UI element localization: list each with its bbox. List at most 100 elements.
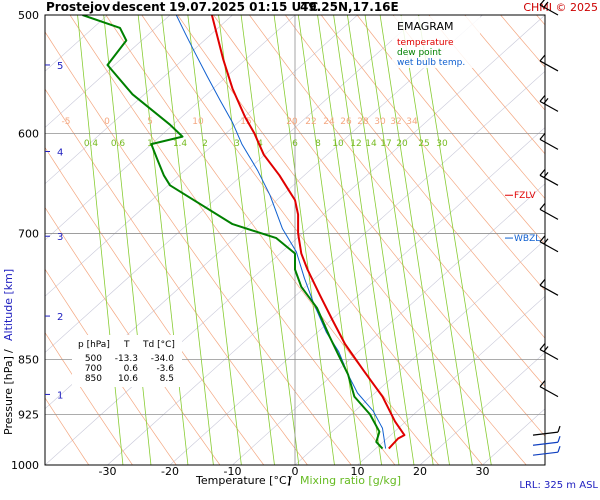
- wind-barb-feather: [543, 171, 549, 178]
- skew-isotherm-label: 0: [104, 117, 110, 127]
- temperature-tick-label: 30: [476, 465, 490, 478]
- altitude-tick-label: 5: [57, 61, 63, 72]
- mixing-ratio-label: 25: [418, 139, 429, 149]
- wind-barb: [539, 94, 559, 112]
- skew-isotherm-label: 26: [340, 117, 352, 127]
- pressure-tick-label: 700: [18, 227, 39, 240]
- skew-isotherm-label: -5: [62, 117, 71, 127]
- dry-adiabat: [213, 15, 545, 437]
- wind-barb-feather: [543, 346, 549, 352]
- xlabel-separator: /: [288, 474, 292, 487]
- wind-barb-staff: [539, 208, 559, 220]
- xlabel-temperature: Temperature [°C]: [195, 474, 291, 487]
- mixing-ratio-label: 20: [396, 139, 408, 149]
- mixing-ratio-line: [218, 15, 275, 465]
- pressure-tick-label: 500: [18, 9, 39, 22]
- pressure-tick-label: 1000: [11, 459, 39, 472]
- legend-box: [392, 16, 480, 68]
- wind-barb-staff: [539, 174, 559, 186]
- temperature-tick-label: -30: [99, 465, 117, 478]
- skew-isotherm: [357, 295, 545, 465]
- ylabel-pressure: Pressure [hPa]: [2, 356, 15, 435]
- xlabel-mixing: Mixing ratio [g/kg]: [300, 474, 401, 487]
- dewpoint-line: [82, 15, 384, 450]
- wind-barb-feather: [557, 445, 561, 453]
- altitude-axis: 1 2 3 4 5: [45, 61, 63, 401]
- skew-isotherm-label: 15: [240, 117, 251, 127]
- wind-barb: [539, 343, 559, 361]
- legend-wetbulb: wet bulb temp.: [397, 58, 465, 68]
- mixing-ratio-labels: 0.4 0.6 1 1.4 2 3 4 6 8 10 12 14 17 20 25 30: [84, 139, 448, 149]
- wind-barb: [539, 278, 559, 296]
- wind-barb: [539, 380, 559, 398]
- wind-barb-staff: [532, 451, 559, 456]
- profile-lines: [82, 15, 406, 450]
- mixing-ratio-line: [418, 15, 492, 465]
- mixing-ratio-label: 17: [380, 139, 391, 149]
- wind-barb-staff: [539, 100, 559, 112]
- table-cell: 700: [85, 364, 102, 374]
- altitude-tick-label: 2: [57, 312, 63, 323]
- wind-barb: [532, 436, 561, 446]
- header-datetime: 19.07.2025 01:15 UTC: [169, 0, 318, 14]
- mixing-ratio-label: 1.4: [173, 139, 188, 149]
- skew-isotherm-label: 28: [357, 117, 369, 127]
- wind-barb: [539, 235, 559, 253]
- temperature-tick-label: -20: [161, 465, 179, 478]
- mixing-ratio-line: [364, 15, 434, 465]
- mixing-ratio-line: [333, 15, 400, 465]
- table-cell: 850: [85, 374, 102, 384]
- wind-barb-feather: [539, 380, 546, 387]
- skew-isotherm: [544, 464, 545, 465]
- altitude-tick-label: 3: [57, 232, 63, 243]
- mixing-ratio-line: [103, 15, 152, 465]
- dry-adiabat: [45, 331, 133, 465]
- skew-isotherm: [107, 70, 545, 465]
- dry-adiabat: [45, 268, 177, 465]
- dry-adiabat: [45, 88, 308, 465]
- legend: EMAGRAM temperature dew point wet bulb t…: [392, 16, 480, 68]
- wind-barb-staff: [532, 441, 559, 446]
- ylabel-separator: /: [2, 349, 15, 353]
- dry-adiabat: [536, 15, 545, 26]
- wind-barb: [539, 202, 559, 220]
- skew-isotherm-label: 32: [390, 117, 401, 127]
- mixing-ratio-line: [240, 15, 300, 465]
- mixing-ratio-label: 14: [365, 139, 377, 149]
- wind-barb: [539, 168, 559, 186]
- ylabel: Pressure [hPa] / Altitude [km]: [2, 269, 15, 435]
- temperature-axis: -30 -20 -10 0 10 20 30: [99, 465, 490, 478]
- table-cell: 8.5: [160, 374, 174, 384]
- dry-adiabat: [177, 15, 527, 465]
- table-cell: -13.3: [115, 354, 138, 364]
- mixing-ratio-line: [161, 15, 214, 465]
- wind-barb-feather: [539, 0, 545, 6]
- mixing-ratio-label: 0.6: [111, 139, 126, 149]
- dry-adiabat: [105, 15, 440, 465]
- temperature-tick-label: -10: [224, 465, 242, 478]
- dry-adiabat: [249, 15, 545, 388]
- wind-barb-feather: [539, 202, 546, 210]
- altitude-tick-label: 4: [57, 148, 63, 159]
- temperature-tick-label: 0: [292, 465, 299, 478]
- header-station: Prostejov: [46, 0, 110, 14]
- legend-title: EMAGRAM: [397, 20, 454, 33]
- level-markers: FZLV WBZL: [505, 191, 540, 244]
- mixing-ratio-line: [137, 15, 189, 465]
- legend-temperature: temperature: [397, 38, 454, 48]
- mixing-ratio-label: 10: [332, 139, 344, 149]
- mixing-ratio-line: [77, 15, 124, 465]
- altitude-tick-label: 1: [57, 390, 63, 401]
- data-table: p [hPa] T Td [°C] 500 -13.3 -34.0 700 0.…: [72, 335, 182, 387]
- skew-isotherm-label: 10: [192, 117, 204, 127]
- mixing-ratio-label: 2: [202, 139, 208, 149]
- wind-barbs: [532, 0, 561, 456]
- skew-isotherm: [45, 15, 233, 185]
- skew-isotherm: [45, 15, 358, 297]
- wind-barb-feather: [539, 278, 546, 286]
- dry-adiabat: [69, 15, 396, 465]
- wind-barb-staff: [532, 431, 559, 436]
- table-cell: 0.6: [124, 364, 139, 374]
- temperature-tick-label: 10: [351, 465, 365, 478]
